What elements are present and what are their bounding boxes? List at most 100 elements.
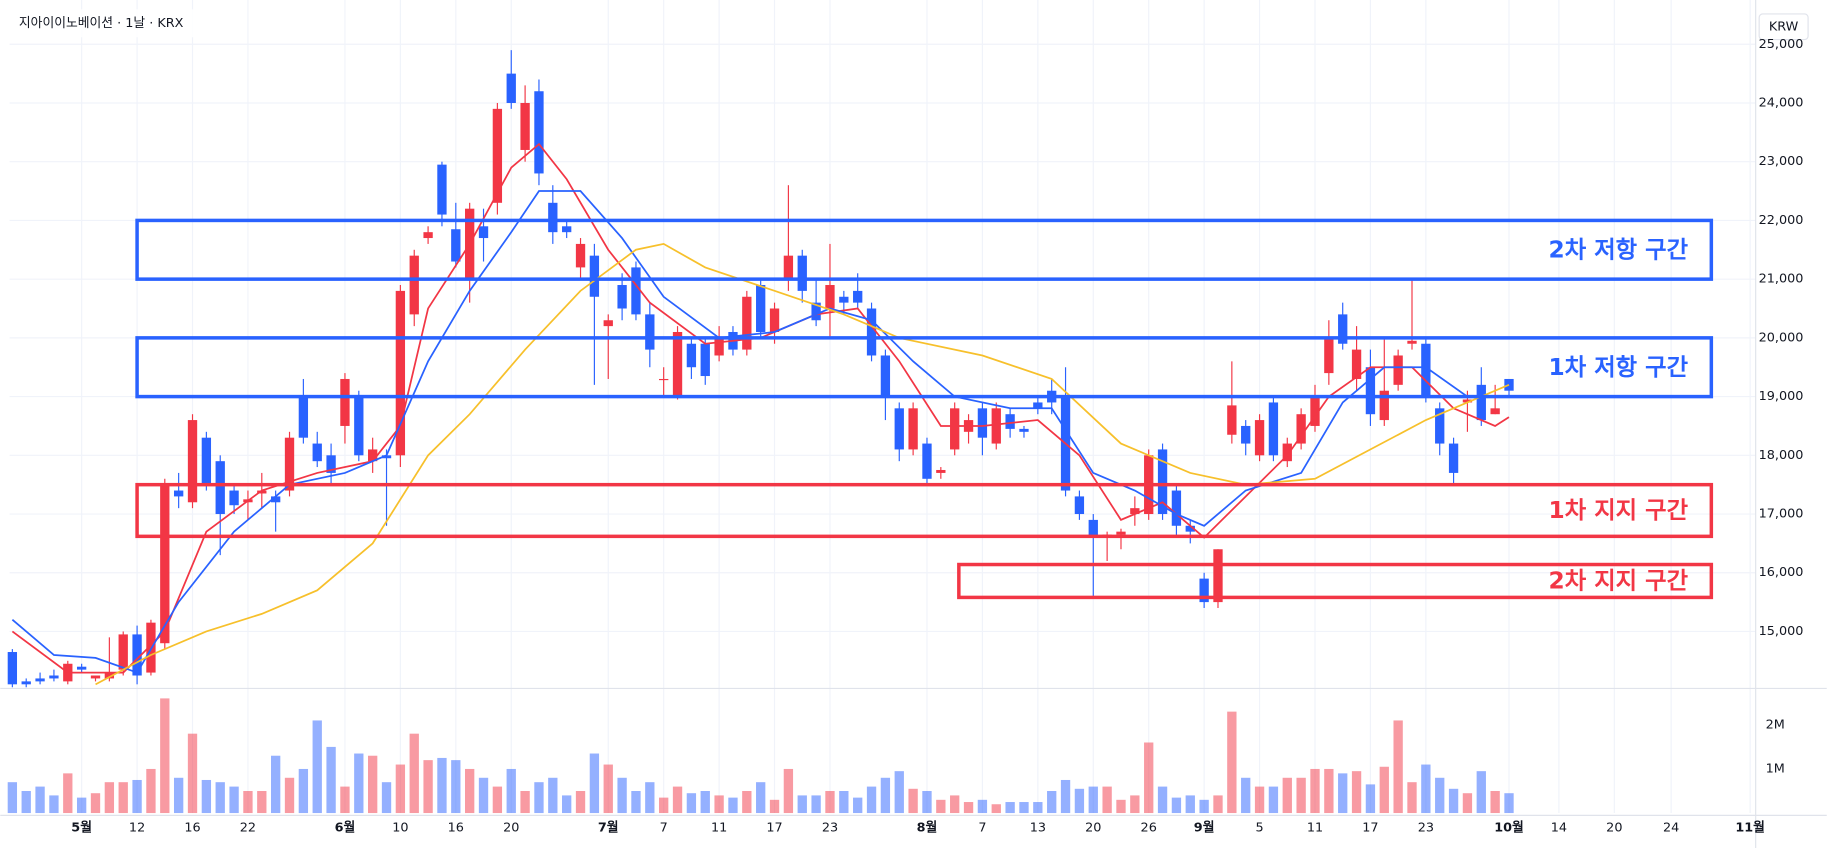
volume-bar — [132, 779, 142, 814]
y-tick-label: 20,000 — [1759, 330, 1804, 345]
candle-body — [368, 449, 378, 462]
candle-body — [506, 73, 516, 103]
volume-bar — [312, 720, 322, 814]
y-tick-label: 23,000 — [1759, 154, 1804, 169]
candle-body — [1324, 337, 1334, 374]
candle-body — [326, 455, 336, 473]
volume-bar — [451, 760, 461, 814]
candle-body — [880, 355, 891, 397]
volume-bar — [215, 782, 225, 814]
currency-button[interactable] — [1758, 13, 1809, 41]
volume-bar — [298, 768, 309, 814]
candle-body — [1462, 399, 1473, 403]
volume-bar — [991, 804, 1001, 814]
volume-bar — [1047, 791, 1057, 814]
candle-body — [492, 108, 503, 203]
volume-bar — [575, 791, 586, 814]
volume-bar — [1088, 786, 1098, 814]
zone-box — [135, 218, 1714, 281]
volume-bar — [1407, 782, 1417, 814]
volume-bar — [1171, 797, 1182, 814]
volume-bar — [146, 768, 156, 814]
volume-bar — [1490, 791, 1500, 814]
zone-label: 2차 지지 구간 — [1549, 568, 1689, 595]
volume-bar — [1116, 799, 1126, 814]
volume-bar — [839, 791, 849, 814]
y-tick-label: 19,000 — [1759, 389, 1804, 404]
volume-bar — [548, 777, 558, 814]
volume-bar — [1296, 777, 1306, 814]
candle-body — [797, 255, 807, 291]
candle-body — [173, 490, 184, 497]
candle-body — [76, 666, 87, 670]
volume-bar — [423, 760, 433, 814]
volume-bar — [631, 791, 641, 814]
candle-body — [298, 396, 309, 438]
volume-bar — [63, 773, 73, 814]
volume-bar — [534, 782, 544, 814]
candle-body — [1435, 408, 1445, 444]
candle-body — [381, 455, 392, 459]
volume-bar — [409, 733, 419, 814]
volume-bar — [1254, 786, 1265, 814]
x-tick-label: 7 — [978, 821, 986, 836]
candle-body — [1227, 405, 1237, 435]
volume-tick-label: 1M — [1766, 761, 1785, 776]
candle-body — [201, 437, 212, 485]
candle-body — [672, 331, 683, 397]
x-tick-label: 13 — [1030, 821, 1046, 836]
candle-body — [1199, 578, 1209, 603]
volume-bar — [1185, 795, 1195, 814]
candle-body — [1296, 414, 1306, 444]
candle-body — [603, 320, 613, 327]
candle-body — [936, 469, 946, 473]
candle-body — [700, 343, 710, 377]
x-tick-label: 16 — [184, 821, 200, 836]
currency-label[interactable]: KRW — [1769, 19, 1799, 34]
volume-bar — [562, 795, 572, 814]
volume-bar — [1504, 793, 1514, 814]
volume-bar — [49, 795, 59, 814]
volume-bar — [659, 797, 669, 814]
candle-body — [1130, 508, 1140, 515]
volume-bar — [326, 746, 336, 814]
candle-body — [686, 343, 697, 368]
x-tick-label: 24 — [1663, 821, 1679, 836]
x-tick-label: 11 — [1307, 821, 1323, 836]
y-tick-label: 22,000 — [1759, 213, 1804, 228]
volume-bar — [1324, 768, 1334, 814]
volume-bar — [520, 791, 530, 814]
candle-body — [1407, 340, 1417, 344]
volume-bar — [825, 791, 835, 814]
candle-body — [908, 408, 918, 450]
candle-body — [340, 378, 350, 426]
volume-bar — [201, 779, 212, 814]
volume-bar — [1282, 777, 1292, 814]
zone-box — [135, 336, 1714, 399]
volume-bar — [645, 782, 655, 814]
volume-bar — [1144, 742, 1154, 814]
zone-box — [135, 482, 1714, 539]
candle-body — [659, 378, 669, 381]
volume-bar — [465, 768, 475, 814]
candle-body — [1351, 349, 1362, 379]
y-tick-label: 16,000 — [1759, 565, 1804, 580]
candle-body — [1116, 531, 1126, 535]
candle-body — [1268, 402, 1279, 456]
volume-bar — [603, 764, 613, 814]
candle-body — [229, 490, 239, 506]
volume-bar — [354, 753, 364, 814]
volume-bar — [270, 755, 281, 814]
candle-body — [423, 232, 433, 239]
volume-bar — [908, 788, 918, 814]
candle-body — [49, 675, 59, 679]
candle-body — [1171, 490, 1182, 526]
volume-bar — [977, 799, 988, 814]
volume-bar — [1379, 766, 1389, 814]
volume-bar — [1448, 788, 1459, 814]
candle-body — [270, 496, 281, 503]
volume-bar — [1241, 777, 1251, 814]
volume-bar — [1199, 799, 1209, 814]
